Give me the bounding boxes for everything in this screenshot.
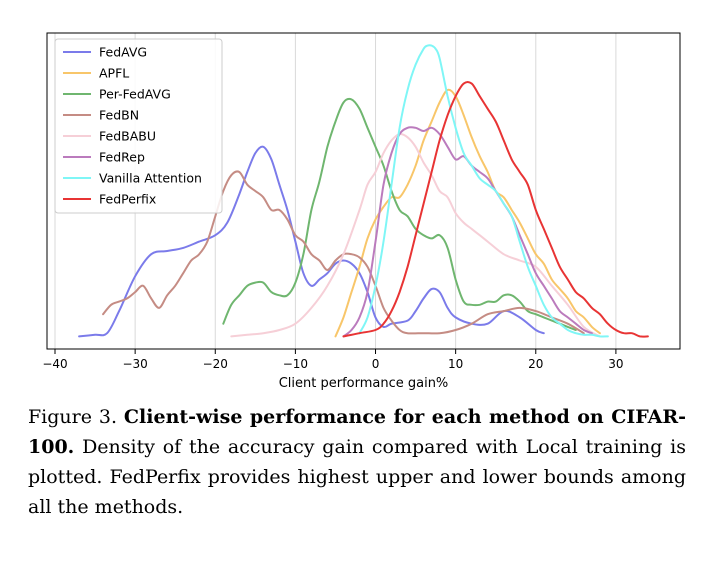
legend-label: APFL (99, 66, 129, 81)
x-tick-label: 30 (608, 357, 623, 371)
x-tick-label: 20 (528, 357, 543, 371)
figure-caption: Figure 3. Client-wise performance for ea… (28, 402, 686, 522)
density-chart: −40 −30 −20 −10 0 10 20 30 Client performance g… (42, 32, 681, 391)
x-tick-label: −40 (42, 357, 67, 371)
series-line-fedbn (102, 170, 585, 335)
caption-body: Density of the accuracy gain compared wi… (28, 436, 686, 518)
legend-label: FedBN (99, 108, 139, 123)
series-line-fedbabu (230, 133, 601, 338)
series-line-fedavg (78, 145, 545, 338)
x-axis-ticks: −40 −30 −20 −10 0 10 20 30 (42, 349, 624, 371)
x-tick-label: −30 (122, 357, 147, 371)
caption-figure-label: Figure 3. (28, 406, 118, 428)
series-lines (78, 44, 649, 338)
x-tick-label: 0 (372, 357, 380, 371)
legend-label: FedBABU (99, 129, 156, 144)
series-line-fedperfix (342, 81, 649, 338)
x-axis-label: Client performance gain% (279, 376, 449, 391)
legend-label: Per-FedAVG (99, 87, 171, 102)
caption-bold-title: Client-wise performance for each method … (28, 406, 687, 458)
legend-label: FedRep (99, 150, 145, 165)
x-tick-label: −10 (283, 357, 308, 371)
plot-frame (46, 32, 681, 350)
x-tick-label: −20 (203, 357, 228, 371)
legend-label: FedAVG (99, 45, 147, 60)
legend-box (54, 38, 223, 214)
series-line-vanilla-attention (358, 44, 609, 338)
legend: FedAVG APFL Per-FedAVG FedBN FedBABU FedRep Va… (54, 38, 223, 214)
series-line-per-fedavg (222, 97, 577, 331)
legend-label: Vanilla Attention (99, 171, 202, 186)
x-tick-label: 10 (448, 357, 463, 371)
legend-label: FedPerfix (99, 192, 156, 207)
